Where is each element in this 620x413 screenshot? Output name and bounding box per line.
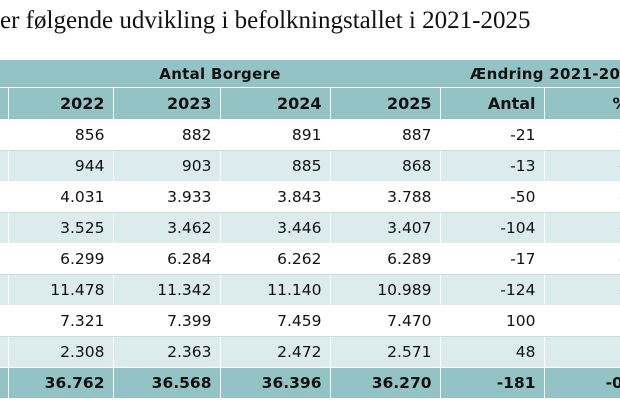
table-row: 856 882 891 887 -21 -2,: [0, 119, 620, 151]
group-header-row: Antal Borgere Ændring 2021-20: [0, 60, 620, 88]
column-header-2024: 2024: [220, 87, 331, 120]
cell-2023: 7.399: [113, 305, 221, 337]
cell-2022: 856: [8, 119, 114, 151]
total-2022: 36.762: [8, 367, 114, 398]
cell-2023: 3.462: [113, 212, 221, 244]
cell-2023: 903: [113, 150, 221, 182]
row-label: [0, 181, 9, 213]
cell-2022: 6.299: [8, 243, 114, 275]
cell-2022: 11.478: [8, 274, 114, 306]
cell-change-percent: -2,: [544, 119, 620, 151]
row-label: [0, 150, 9, 182]
row-label: [0, 274, 9, 306]
cell-2022: 3.525: [8, 212, 114, 244]
cell-2024: 6.262: [220, 243, 331, 275]
total-change-count: -181: [440, 367, 545, 398]
table-body: 856 882 891 887 -21 -2, 944 903 885 868 …: [0, 119, 620, 398]
cell-change-count: -124: [440, 274, 545, 306]
cell-2024: 7.459: [220, 305, 331, 337]
column-header-percent: %: [544, 87, 620, 120]
cell-2024: 885: [220, 150, 331, 182]
table-row: 4.031 3.933 3.843 3.788 -50 -1,: [0, 181, 620, 213]
cell-2023: 6.284: [113, 243, 221, 275]
section-heading: er følgende udvikling i befolkningstalle…: [0, 7, 531, 34]
cell-change-percent: -1,: [544, 274, 620, 306]
cell-change-percent: -2,: [544, 212, 620, 244]
table-row: 944 903 885 868 -13 -1,: [0, 150, 620, 182]
row-label: [0, 305, 9, 337]
cell-2025: 887: [330, 119, 441, 151]
total-2025: 36.270: [330, 367, 441, 398]
column-header-2025: 2025: [330, 87, 441, 120]
column-header-antal: Antal: [440, 87, 545, 120]
cell-change-percent: 2,: [544, 336, 620, 368]
cell-2023: 11.342: [113, 274, 221, 306]
cell-2024: 3.446: [220, 212, 331, 244]
table-row: 11.478 11.342 11.140 10.989 -124 -1,: [0, 274, 620, 306]
row-label: [0, 243, 9, 275]
cell-2023: 3.933: [113, 181, 221, 213]
cell-2025: 2.571: [330, 336, 441, 368]
total-change-percent: -0,5: [544, 367, 620, 398]
cell-change-count: -21: [440, 119, 545, 151]
cell-change-count: -104: [440, 212, 545, 244]
row-label-header: [0, 60, 8, 88]
column-header-2023: 2023: [113, 87, 221, 120]
column-header-2022: 2022: [8, 87, 114, 120]
cell-2022: 7.321: [8, 305, 114, 337]
row-label: [0, 212, 9, 244]
cell-2025: 10.989: [330, 274, 441, 306]
total-2023: 36.568: [113, 367, 221, 398]
column-header-row: 2022 2023 2024 2025 Antal %: [0, 87, 620, 120]
total-label: [0, 367, 9, 398]
total-row: 36.762 36.568 36.396 36.270 -181 -0,5: [0, 367, 620, 398]
cell-2023: 882: [113, 119, 221, 151]
cell-2025: 6.289: [330, 243, 441, 275]
cell-change-count: -17: [440, 243, 545, 275]
cell-2024: 3.843: [220, 181, 331, 213]
group-header-antal-borgere: Antal Borgere: [8, 60, 441, 88]
cell-change-count: -13: [440, 150, 545, 182]
cell-2022: 2.308: [8, 336, 114, 368]
row-label: [0, 119, 9, 151]
population-table: Antal Borgere Ændring 2021-20 2022 2023 …: [0, 60, 620, 398]
cell-2024: 11.140: [220, 274, 331, 306]
table-row: 3.525 3.462 3.446 3.407 -104 -2,: [0, 212, 620, 244]
cell-2025: 3.788: [330, 181, 441, 213]
cell-2022: 944: [8, 150, 114, 182]
table-row: 7.321 7.399 7.459 7.470 100 1,: [0, 305, 620, 337]
total-2024: 36.396: [220, 367, 331, 398]
cell-change-count: -50: [440, 181, 545, 213]
row-label-header: [0, 87, 9, 120]
cell-2024: 2.472: [220, 336, 331, 368]
cell-2025: 7.470: [330, 305, 441, 337]
cell-2024: 891: [220, 119, 331, 151]
cell-change-count: 48: [440, 336, 545, 368]
cell-2022: 4.031: [8, 181, 114, 213]
group-header-aendring: Ændring 2021-20: [440, 60, 620, 88]
cell-change-percent: 1,: [544, 305, 620, 337]
cell-2025: 3.407: [330, 212, 441, 244]
cell-change-percent: -1,: [544, 150, 620, 182]
cell-change-percent: -0,: [544, 243, 620, 275]
row-label: [0, 336, 9, 368]
table-row: 6.299 6.284 6.262 6.289 -17 -0,: [0, 243, 620, 275]
cell-change-count: 100: [440, 305, 545, 337]
cell-change-percent: -1,: [544, 181, 620, 213]
cell-2023: 2.363: [113, 336, 221, 368]
table-row: 2.308 2.363 2.472 2.571 48 2,: [0, 336, 620, 368]
cell-2025: 868: [330, 150, 441, 182]
